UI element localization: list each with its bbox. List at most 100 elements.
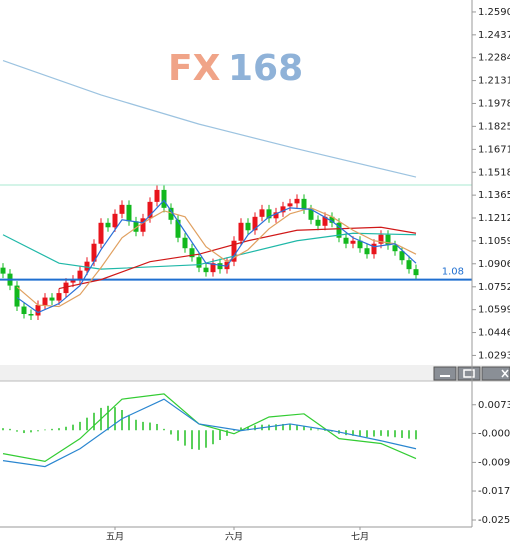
candle-body: [406, 260, 412, 270]
y-tick-label: -0.0174: [478, 486, 510, 497]
candle-body: [21, 306, 27, 315]
candle-body: [385, 234, 391, 246]
candle-body: [336, 222, 342, 238]
indicator-line: [2, 393, 417, 462]
x-tick-label: 五月: [106, 532, 124, 543]
candle-body: [168, 207, 174, 220]
candle-body: [280, 206, 286, 213]
candle-body: [161, 189, 167, 208]
candle-body: [147, 201, 153, 219]
candle-body: [315, 219, 321, 226]
candle-body: [287, 203, 293, 207]
candle-body: [105, 222, 111, 228]
candle-body: [175, 219, 181, 238]
candle-body: [84, 261, 90, 271]
logo-fx: FX: [168, 48, 221, 89]
y-tick-label: 1.2437: [478, 30, 510, 41]
y-tick-label: 1.1212: [478, 213, 510, 224]
y-tick-label: 1.1518: [478, 167, 510, 178]
candle-body: [0, 267, 6, 274]
candle-body: [56, 293, 62, 301]
level-label: 1.08: [442, 267, 464, 278]
candle-body: [182, 237, 188, 249]
candle-body: [63, 282, 69, 294]
y-tick-label: 1.2590: [478, 7, 510, 18]
candle-body: [196, 257, 202, 268]
candle-body: [329, 216, 335, 223]
candle-body: [294, 198, 300, 204]
y-tick-label: -0.0257: [478, 515, 510, 526]
candle-body: [203, 267, 209, 273]
x-tick-label: 六月: [225, 531, 243, 543]
candle-body: [70, 279, 76, 283]
candle-body: [399, 251, 405, 261]
minimize-button[interactable]: [433, 366, 457, 381]
indicator-line: [58, 226, 417, 290]
indicator-line: [2, 232, 417, 270]
candle-body: [378, 234, 384, 244]
y-tick-label: 1.0752: [478, 282, 510, 293]
candle-body: [28, 314, 34, 316]
candle-body: [273, 212, 279, 219]
price-panel: 1.08: [0, 59, 472, 320]
candle-body: [77, 270, 83, 280]
y-tick-label: 1.2284: [478, 53, 510, 64]
y-tick-label: 1.2131: [478, 76, 510, 87]
y-tick-label: 1.0446: [478, 328, 510, 339]
restore-icon: [463, 369, 475, 378]
indicator-line: [16, 207, 417, 308]
candle-body: [14, 285, 20, 307]
candle-body: [140, 218, 146, 232]
x-tick-label: 七月: [351, 532, 369, 543]
window-buttons[interactable]: [433, 366, 510, 381]
y-tick-label: 1.1059: [478, 236, 510, 247]
y-tick-label: 0.0073: [478, 400, 510, 411]
candle-body: [210, 263, 216, 273]
candle-body: [392, 245, 398, 252]
candle-body: [126, 204, 132, 222]
candle-body: [98, 222, 104, 244]
candle-body: [252, 216, 258, 231]
logo-number: 168: [228, 48, 303, 89]
candle-body: [231, 240, 237, 262]
candle-body: [322, 216, 328, 226]
candle-body: [245, 222, 251, 231]
y-tick-label: 1.1825: [478, 121, 510, 132]
y-tick-label: 1.1671: [478, 144, 510, 155]
candle-body: [42, 297, 48, 306]
y-tick-label: 1.1978: [478, 98, 510, 109]
candle-body: [238, 222, 244, 241]
candle-body: [154, 189, 160, 202]
close-icon: [501, 369, 509, 378]
candle-body: [91, 243, 97, 262]
candle-body: [49, 297, 55, 301]
candle-body: [133, 221, 139, 232]
candle-body: [189, 248, 195, 258]
candle-body: [350, 240, 356, 244]
candle-body: [301, 198, 307, 210]
candle-body: [371, 243, 377, 255]
y-tick-label: 1.0293: [478, 350, 510, 361]
candle-body: [413, 269, 419, 276]
candle-body: [259, 209, 265, 217]
candle-body: [112, 213, 118, 228]
restore-button[interactable]: [457, 366, 481, 381]
indicator-line: [2, 59, 417, 178]
y-tick-label: 1.0599: [478, 305, 510, 316]
candle-body: [35, 305, 41, 316]
y-tick-label: -0.0009: [478, 428, 510, 439]
candle-body: [364, 248, 370, 255]
macd-panel: [2, 393, 417, 468]
candle-body: [119, 204, 125, 214]
indicator-line: [2, 398, 417, 468]
candle-body: [343, 237, 349, 244]
candle-body: [357, 240, 363, 249]
y-tick-label: 1.0906: [478, 259, 510, 270]
candle-body: [266, 209, 272, 219]
candle-body: [308, 209, 314, 220]
indicator-line: [16, 199, 417, 314]
candle-body: [217, 263, 223, 270]
